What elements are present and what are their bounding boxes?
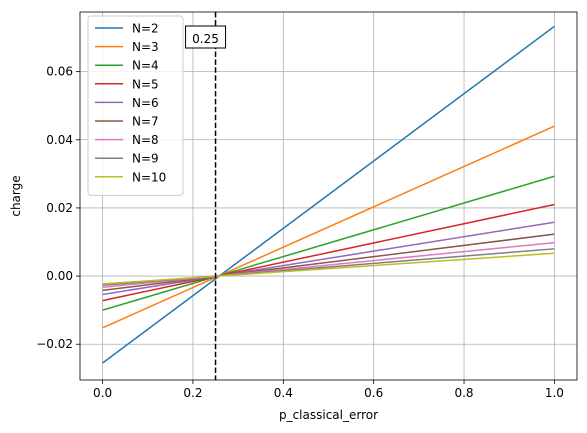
x-tick-label: 0.6 [364,386,383,400]
series-line-n-4 [102,175,555,311]
x-tick-label: 1.0 [545,386,564,400]
legend-label: N=3 [132,40,159,54]
x-tick-label: 0.8 [454,386,473,400]
x-tick-label: 0.4 [274,386,293,400]
y-tick-label: 0.04 [46,133,73,147]
y-tick-label: −0.02 [36,337,73,351]
legend-label: N=4 [132,59,159,73]
y-tick-label: 0.02 [46,201,73,215]
y-tick-label: 0.06 [46,65,73,79]
legend-label: N=7 [132,115,159,129]
legend-label: N=5 [132,77,159,91]
x-ticks: 0.0 0.2 0.4 0.6 0.8 1.0 [93,380,564,400]
y-axis-label: charge [9,175,23,216]
annotation-box [185,25,227,49]
axes-frame [79,11,578,381]
legend-label: N=8 [132,133,159,147]
series-lines [102,25,555,364]
series-line-n-7 [102,233,555,292]
legend-label: N=6 [132,96,159,110]
vline-annotation: 0.25 [185,25,227,49]
series-line-n-3 [102,125,555,329]
legend-label: N=2 [132,22,159,36]
x-axis-label: p_classical_error [279,408,378,422]
legend-frame [87,15,184,196]
series-line-n-10 [102,252,555,285]
y-tick-label: 0.00 [46,269,73,283]
x-tick-label: 0.2 [183,386,202,400]
x-tick-label: 0.0 [93,386,112,400]
series-line-n-5 [102,203,555,302]
legend: N=2 N=3 N=4 N=5 N=6 N=7 N=8 N=9 N=10 [87,15,184,196]
y-ticks: −0.02 0.00 0.02 0.04 0.06 [36,65,80,351]
legend-label: N=9 [132,152,159,166]
series-line-n-2 [102,25,555,364]
annotation-label: 0.25 [192,32,219,46]
series-line-n-6 [102,221,555,296]
legend-label: N=10 [132,170,166,184]
